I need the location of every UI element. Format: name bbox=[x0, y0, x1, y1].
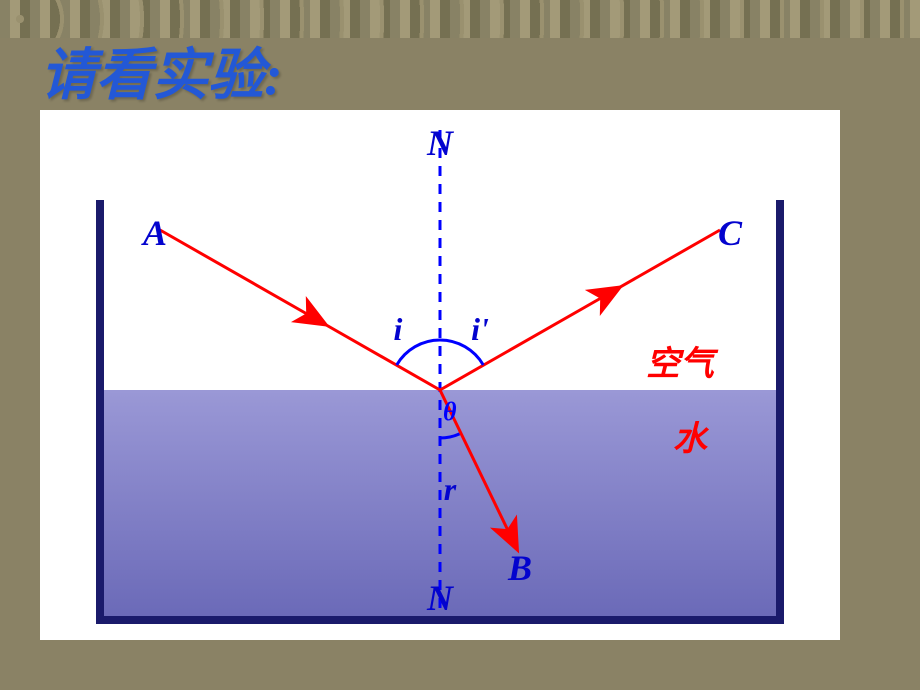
label-N-top: N bbox=[426, 123, 455, 163]
label-angle-iprime: i' bbox=[471, 311, 489, 347]
label-B: B bbox=[507, 548, 532, 588]
label-angle-r: r bbox=[444, 471, 457, 507]
diagram-svg: θ N N A C B i i' r 空气 水 bbox=[40, 110, 840, 640]
label-water: 水 bbox=[673, 420, 710, 458]
theta-mark: θ bbox=[443, 397, 457, 426]
label-A: A bbox=[141, 213, 167, 253]
incident-ray bbox=[160, 230, 440, 390]
refraction-diagram: θ N N A C B i i' r 空气 水 bbox=[40, 110, 840, 640]
angle-arc-i bbox=[397, 340, 440, 365]
label-N-bottom: N bbox=[426, 578, 455, 618]
label-C: C bbox=[718, 213, 743, 253]
slide-title: 请看实验: bbox=[40, 30, 283, 111]
label-angle-i: i bbox=[394, 311, 403, 347]
label-air: 空气 bbox=[646, 345, 719, 383]
